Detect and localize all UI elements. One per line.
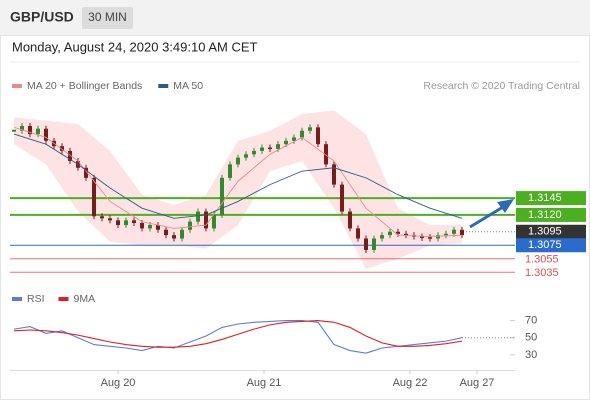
candle [380, 235, 384, 239]
level-label: 1.3035 [525, 267, 559, 279]
candle [404, 233, 408, 236]
timestamp: Monday, August 24, 2020 3:49:10 AM CET [12, 39, 258, 54]
legend-swatch [12, 84, 22, 88]
candle [196, 211, 200, 222]
candle [444, 233, 448, 236]
arrow-head [497, 199, 514, 213]
y-tick-label: 30 [525, 349, 537, 361]
legend-swatch [12, 297, 22, 301]
candle [132, 220, 136, 224]
candle [452, 229, 456, 234]
forecast-arrow [469, 199, 514, 229]
candle [212, 214, 216, 229]
candle [188, 221, 192, 230]
legend-swatch [158, 84, 169, 88]
candle [268, 147, 272, 150]
candle [44, 128, 48, 141]
candle [364, 238, 368, 250]
candle [220, 177, 224, 215]
level-box [516, 191, 586, 206]
y-tick-label: 50 [525, 332, 537, 344]
level-label: 1.3075 [528, 239, 562, 251]
candle [236, 157, 240, 165]
candle [324, 144, 328, 165]
level-box [516, 224, 586, 239]
candle [36, 128, 40, 135]
candle [100, 216, 104, 219]
candle [172, 235, 176, 239]
timeframe[interactable]: 30 MIN [88, 10, 127, 24]
level-label: 1.3095 [528, 226, 562, 238]
candle [372, 238, 376, 250]
candle [340, 184, 344, 212]
candle [284, 140, 288, 145]
candle [180, 229, 184, 239]
candle [428, 237, 432, 239]
candle [156, 225, 160, 230]
candle [356, 228, 360, 239]
candle [244, 154, 248, 158]
indicator-line [13, 320, 463, 348]
y-tick-label: 70 [525, 314, 537, 326]
legend-label: MA 50 [173, 80, 203, 92]
candle [252, 150, 256, 155]
indicator-line [13, 320, 463, 354]
x-tick-label: Aug 21 [247, 377, 282, 389]
symbol: GBP/USD [10, 9, 74, 25]
candle [28, 125, 32, 135]
legend-label: RSI [27, 293, 45, 305]
axis-line [10, 370, 515, 371]
candle [92, 177, 96, 217]
legend-swatch [58, 297, 69, 301]
arrow-shaft [469, 205, 504, 229]
x-tick-label: Aug 22 [393, 377, 428, 389]
credit: Research © 2020 Trading Central [423, 80, 580, 92]
candle [204, 211, 208, 229]
legend-label: MA 20 + Bollinger Bands [27, 80, 142, 92]
candle [116, 220, 120, 226]
candle [460, 229, 464, 236]
timeframe-badge[interactable] [82, 7, 133, 29]
legend-label: 9MA [74, 293, 96, 305]
candle [388, 231, 392, 236]
candle [148, 225, 152, 229]
candle [292, 137, 296, 141]
candle [396, 231, 400, 234]
level-label: 1.3120 [528, 209, 562, 221]
level-box [516, 238, 586, 253]
candle [12, 129, 16, 132]
candle [308, 127, 312, 131]
level-label: 1.3055 [525, 254, 559, 266]
candle [60, 146, 64, 151]
candle [276, 144, 280, 149]
candle [140, 223, 144, 229]
x-tick-label: Aug 27 [460, 377, 495, 389]
candle [84, 167, 88, 178]
candle [228, 164, 232, 178]
candle [332, 164, 336, 185]
candle [348, 211, 352, 229]
candle [260, 147, 264, 151]
candle [300, 130, 304, 138]
candle [20, 125, 24, 131]
candle [420, 236, 424, 238]
candle [124, 220, 128, 226]
candle [436, 235, 440, 239]
candle [316, 127, 320, 145]
ma-line [13, 133, 463, 219]
x-tick-label: Aug 20 [101, 377, 136, 389]
candle [108, 218, 112, 221]
ma-line [13, 126, 463, 237]
level-box [516, 207, 586, 222]
candle [164, 229, 168, 236]
candle [68, 150, 72, 162]
level-label: 1.3145 [528, 192, 562, 204]
